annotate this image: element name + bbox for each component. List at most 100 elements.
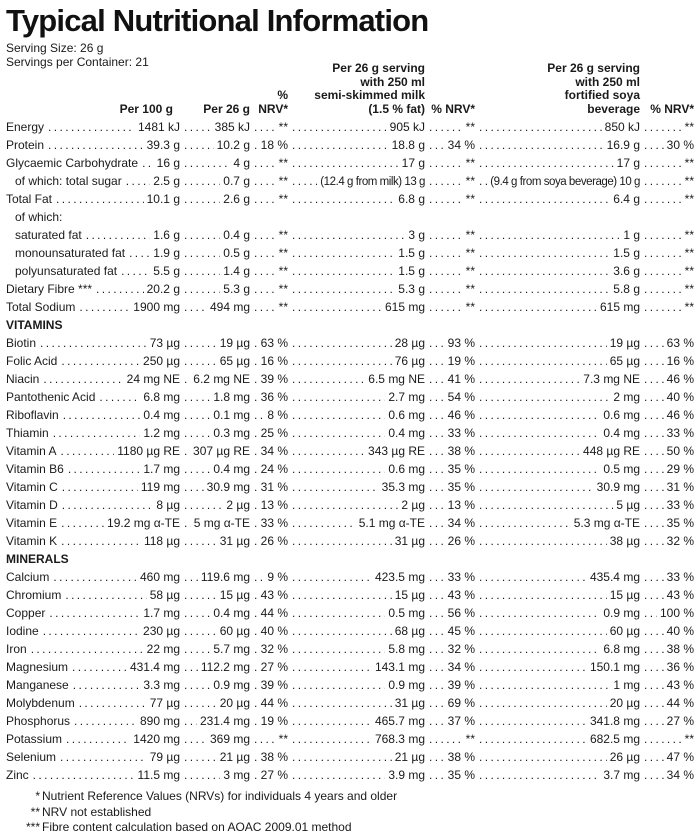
cell-value: 1.9 g	[153, 246, 180, 260]
cell-value: 8 %	[267, 408, 288, 422]
cell-value: 231.4 mg	[199, 714, 250, 728]
cell-nrv-per-26g: 19 %	[250, 712, 288, 730]
cell-nrv-milk: **	[425, 226, 475, 244]
dot-leader	[640, 748, 664, 766]
dot-leader	[425, 514, 445, 532]
dot-leader	[640, 298, 682, 316]
cell-value: 0.9 mg	[388, 678, 425, 692]
row-label: Calcium	[6, 570, 50, 584]
cell-value: 5.1 mg α-TE	[358, 516, 425, 530]
cell-milk-serving: 17 g	[288, 154, 425, 172]
cell-nrv-per-26g: **	[250, 730, 288, 748]
dot-leader	[425, 532, 445, 550]
dot-leader	[475, 136, 604, 154]
cell-milk-serving: 2.7 mg	[288, 388, 425, 406]
dot-leader	[475, 460, 600, 478]
cell-value: 1.6 g	[153, 228, 180, 242]
cell-value: 6.2 mg NE	[193, 372, 250, 386]
cell-milk-serving: 0.9 mg	[288, 676, 425, 694]
table-row: Vitamin E 19.2 mg α-TE 5 mg α-TE 33 % 5.1 mg…	[6, 514, 694, 532]
cell-nrv-soya: 16 %	[640, 352, 694, 370]
table-row: of which: total sugar 2.5 g 0.7 g ** (12.4 g…	[6, 172, 694, 190]
dot-leader	[288, 496, 398, 514]
cell-value: 0.4 mg	[213, 462, 250, 476]
cell-value: 37 %	[447, 714, 475, 728]
dot-leader	[640, 226, 682, 244]
cell-milk-serving: 35.3 mg	[288, 478, 425, 496]
cell-value: 46 %	[666, 372, 694, 386]
cell-soya-serving: 448 µg RE	[475, 442, 640, 460]
cell-value: 34 %	[447, 516, 475, 530]
cell-per-100g: saturated fat 1.6 g	[6, 226, 180, 244]
cell-value: 0.5 mg	[603, 462, 640, 476]
cell-milk-serving: 31 µg	[288, 532, 425, 550]
dot-leader	[425, 136, 445, 154]
dot-leader	[640, 460, 664, 478]
cell-per-100g: Vitamin K 118 µg	[6, 532, 180, 550]
cell-soya-serving: 7.3 mg NE	[475, 370, 640, 388]
cell-nrv-soya: **	[640, 262, 694, 280]
dot-leader	[180, 478, 204, 496]
cell-nrv-milk: 33 %	[425, 424, 475, 442]
dot-leader	[425, 460, 445, 478]
cell-value: 1.5 g	[398, 246, 425, 260]
footnote-marker: ***	[25, 820, 40, 834]
cell-value: 1.5 g	[613, 246, 640, 260]
cell-soya-serving: 435.4 mg	[475, 568, 640, 586]
cell-per-100g: Iron 22 mg	[6, 640, 180, 658]
soya-header-line-1: Per 26 g serving	[547, 61, 640, 75]
cell-value: (12.4 g from milk) 13 g	[320, 176, 425, 188]
page-title: Typical Nutritional Information	[6, 3, 429, 38]
cell-nrv-per-26g: **	[250, 118, 288, 136]
dot-leader	[475, 622, 607, 640]
cell-value: 0.4 g	[223, 228, 250, 242]
table-row: Vitamin D 8 µg 2 µg 13 % 2 µg 13 % 5 µg 33 %	[6, 496, 694, 514]
footnote-text: Nutrient Reference Values (NRVs) for ind…	[42, 789, 398, 803]
dot-leader	[250, 532, 258, 550]
cell-nrv-milk: 93 %	[425, 334, 475, 352]
cell-value: 5.7 mg	[213, 642, 250, 656]
cell-value: 28 µg	[394, 336, 425, 350]
cell-nrv-per-26g: 36 %	[250, 388, 288, 406]
dot-leader	[425, 568, 445, 586]
dot-leader	[39, 622, 140, 640]
cell-value: 1180 µg RE	[117, 444, 180, 458]
servings-per-container: Servings per Container: 21	[6, 55, 149, 69]
cell-value: 1900 mg	[133, 300, 180, 314]
cell-value: 1.5 g	[398, 264, 425, 278]
cell-nrv-per-26g: 44 %	[250, 604, 288, 622]
dot-leader	[475, 442, 580, 460]
footnote-text: NRV not established	[42, 804, 152, 819]
dot-leader	[425, 154, 463, 172]
dot-leader	[475, 298, 597, 316]
cell-nrv-milk: 33 %	[425, 568, 475, 586]
cell-per-100g: Glycaemic Carbohydrate 16 g	[6, 154, 180, 172]
cell-value: 0.3 mg	[213, 426, 250, 440]
cell-nrv-milk: 34 %	[425, 514, 475, 532]
cell-nrv-soya: **	[640, 154, 694, 172]
cell-value: 13 %	[447, 498, 475, 512]
cell-value: 112.2 mg	[200, 660, 250, 674]
dot-leader	[180, 766, 220, 784]
cell-value: 0.1 mg	[213, 408, 250, 422]
cell-value: 230 µg	[143, 624, 180, 638]
milk-header-line-3: semi-skimmed milk	[314, 88, 425, 102]
column-header-nrv-3: % NRV*	[650, 101, 694, 116]
cell-value: 35 %	[447, 462, 475, 476]
table-row: Biotin 73 µg 19 µg 63 % 28 µg 93 % 19 µg 63 %	[6, 334, 694, 352]
cell-value: 40 %	[666, 390, 694, 404]
dot-leader	[640, 190, 682, 208]
row-label: Glycaemic Carbohydrate	[6, 156, 139, 170]
row-label: Protein	[6, 138, 45, 152]
cell-value: 34 %	[447, 138, 475, 152]
cell-per-26g: 5 mg α-TE	[180, 514, 250, 532]
section-row: VITAMINS	[6, 316, 694, 334]
cell-milk-serving: 768.3 mg	[288, 730, 425, 748]
cell-value: 60 µg	[219, 624, 250, 638]
cell-value: 34 %	[447, 660, 475, 674]
cell-per-26g: 307 µg RE	[180, 442, 250, 460]
dot-leader	[475, 154, 614, 172]
cell-value: 150.1 mg	[589, 660, 640, 674]
cell-value: 890 mg	[139, 714, 180, 728]
dot-leader	[250, 748, 258, 766]
